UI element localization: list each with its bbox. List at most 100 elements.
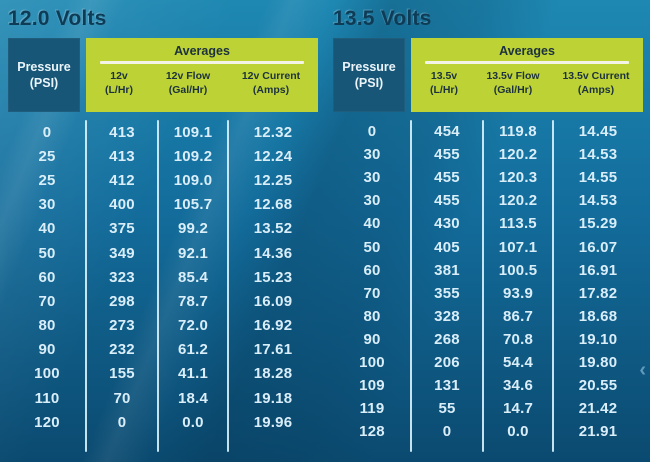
table-cell: 120.3 [498,169,538,187]
table-cell: 0.0 [182,413,204,431]
averages-header-box: Averages 13.5v (L/Hr) 13.5v Flow (Gal/Hr… [411,38,643,112]
table-row: 25 413 109.2 12.24 [8,144,320,168]
table-cell: 30 [363,146,381,164]
table-cell: 19.96 [253,413,293,431]
table-cell: 20.55 [578,377,618,395]
table-row: 90 268 70.8 19.10 [333,328,645,351]
table-cell: 18.28 [253,365,293,383]
table-cell: 99.2 [178,220,208,238]
table-cell: 206 [434,353,460,371]
pressure-label-line1: Pressure [342,60,396,74]
table-cell: 109.0 [173,171,213,189]
table-cell: 16.09 [253,292,293,310]
table-cell: 405 [434,238,460,256]
table-cell: 381 [434,261,460,279]
table-row: 30 455 120.2 14.53 [333,189,645,212]
table-row: 40 375 99.2 13.52 [8,217,320,241]
table-cell: 72.0 [178,317,208,335]
table-cell: 119 [359,400,385,418]
table-row: 90 232 61.2 17.61 [8,338,320,362]
table-rows: 0 413 109.1 12.32 25 413 109.2 12.24 25 412 109.0 1… [8,120,320,452]
table-cell: 21.91 [578,423,618,441]
table-cell: 131 [434,377,460,395]
table-cell: 40 [38,220,56,238]
table-cell: 70 [38,292,56,310]
table-cell: 273 [109,317,135,335]
pressure-column-header: Pressure (PSI) [8,38,80,112]
averages-underline [424,61,630,64]
table-cell: 50 [363,238,381,256]
table-title-12v: 12.0 Volts [8,7,107,30]
column-header-lhr: 13.5v (L/Hr) [430,70,458,96]
table-cell: 455 [434,146,460,164]
table-cell: 0 [367,123,377,141]
table-cell: 16.91 [578,261,618,279]
table-cell: 60 [38,268,56,286]
table-row: 60 381 100.5 16.91 [333,259,645,282]
table-cell: 413 [109,123,135,141]
table-title-13-5v: 13.5 Volts [333,7,432,30]
table-cell: 298 [109,292,135,310]
table-cell: 455 [434,192,460,210]
table-cell: 92.1 [178,244,208,262]
table-row: 30 400 105.7 12.68 [8,193,320,217]
table-row: 120 0 0.0 19.96 [8,410,320,434]
table-cell: 12.25 [253,171,293,189]
table-cell: 0.0 [507,423,529,441]
table-cell: 14.7 [503,400,533,418]
averages-header-box: Averages 12v (L/Hr) 12v Flow (Gal/Hr) 12… [86,38,318,112]
table-cell: 93.9 [503,284,533,302]
table-cell: 155 [109,365,135,383]
table-row: 128 0 0.0 21.91 [333,420,645,443]
table-row: 80 273 72.0 16.92 [8,314,320,338]
table-cell: 413 [109,147,135,165]
table-panel-13-5v: 13.5 Volts Pressure (PSI) Averages 13.5v… [333,4,645,452]
carousel-prev-icon[interactable]: ‹ [639,359,646,381]
table-cell: 100 [34,365,60,383]
table-cell: 90 [38,341,56,359]
table-cell: 54.4 [503,353,533,371]
table-cell: 14.45 [578,123,618,141]
table-cell: 113.5 [499,215,537,233]
table-cell: 78.7 [178,292,208,310]
table-cell: 34.6 [503,377,533,395]
table-cell: 119.8 [499,123,537,141]
column-separator [157,120,159,452]
table-cell: 107.1 [498,238,538,256]
table-cell: 349 [109,244,135,262]
table-cell: 30 [363,169,381,187]
table-cell: 70 [363,284,381,302]
table-cell: 12.68 [253,196,293,214]
table-cell: 109.2 [173,147,213,165]
table-cell: 14.36 [253,244,293,262]
table-cell: 50 [38,244,56,262]
table-cell: 0 [117,413,127,431]
pressure-column-header: Pressure (PSI) [333,38,405,112]
table-cell: 19.10 [578,330,618,348]
table-cell: 16.92 [253,317,293,335]
table-cell: 0 [42,123,52,141]
table-body-13-5v: 0 454 119.8 14.45 30 455 120.2 14.53 30 455 120.3 1… [333,120,645,452]
table-cell: 412 [109,171,135,189]
table-cell: 25 [38,171,56,189]
table-cell: 100.5 [498,261,538,279]
table-cell: 80 [363,307,381,325]
table-cell: 454 [434,123,460,141]
table-cell: 0 [442,423,452,441]
table-row: 50 405 107.1 16.07 [333,235,645,258]
table-cell: 14.53 [578,192,618,210]
table-cell: 12.32 [253,123,293,141]
pressure-label-line2: (PSI) [29,76,59,90]
table-cell: 80 [38,317,56,335]
table-cell: 60 [363,261,381,279]
table-cell: 30 [363,192,381,210]
table-cell: 400 [109,196,135,214]
table-cell: 25 [38,147,56,165]
table-rows: 0 454 119.8 14.45 30 455 120.2 14.53 30 455 120.3 1… [333,120,645,452]
table-cell: 110 [34,389,60,407]
table-row: 30 455 120.2 14.53 [333,143,645,166]
column-separator [410,120,412,452]
table-cell: 100 [359,353,385,371]
table-cell: 455 [434,169,460,187]
table-cell: 15.29 [578,215,618,233]
